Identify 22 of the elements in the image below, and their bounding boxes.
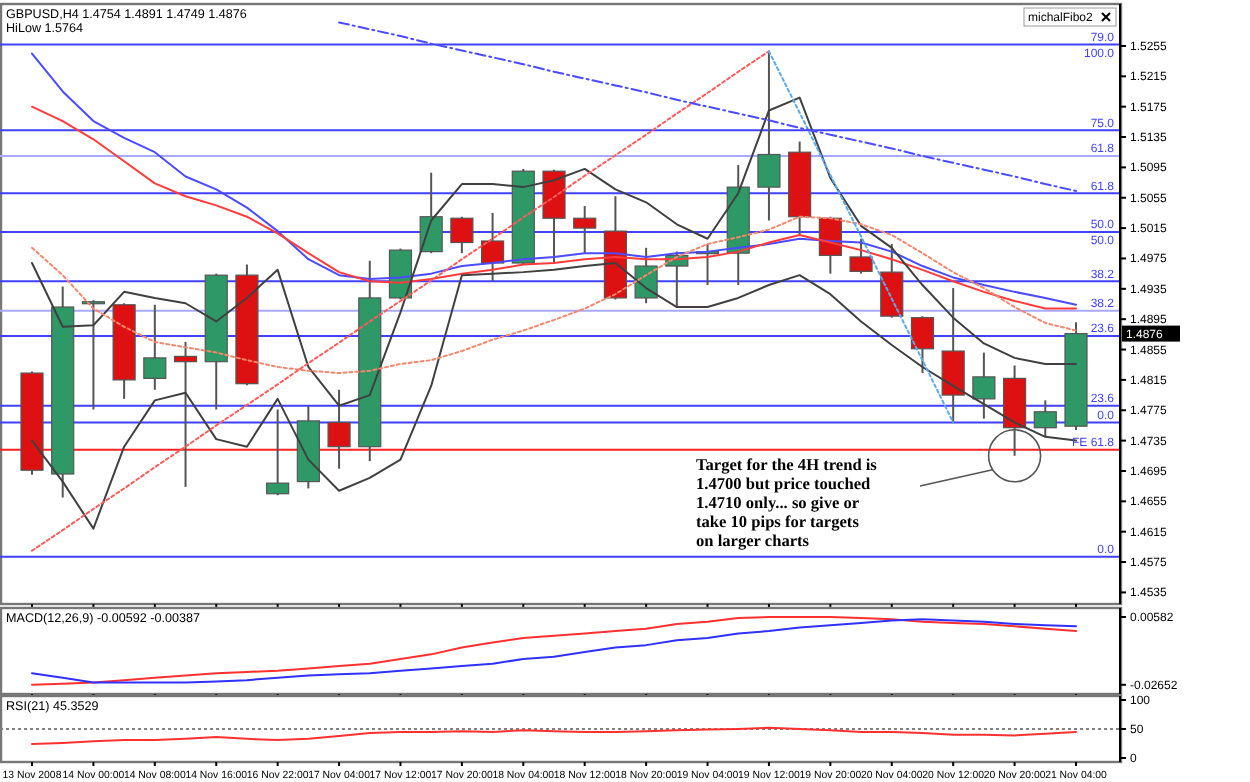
candlestick [941,287,965,424]
annotation: Target for the 4H trend is 1.4700 but price touched 1.4710 only... so give or take 10 pips for targets on larger charts [696,456,879,550]
candlestick [266,408,290,497]
candlestick [757,50,781,222]
candlestick [573,205,597,255]
line-series [767,50,955,424]
candlestick [1033,399,1057,438]
candlestick [480,211,505,283]
candlestick [542,168,566,265]
line-series [31,215,1077,375]
candlestick [910,315,935,375]
candlestick [880,243,904,319]
line-series [31,105,1077,310]
candlestick [450,215,474,255]
candlestick [327,388,351,470]
line-series [31,262,1077,530]
line-series [31,726,1077,746]
candlestick [972,351,996,420]
candlestick [849,237,873,275]
candlestick [173,340,198,488]
line-series [31,96,1077,407]
candlestick [143,303,167,391]
